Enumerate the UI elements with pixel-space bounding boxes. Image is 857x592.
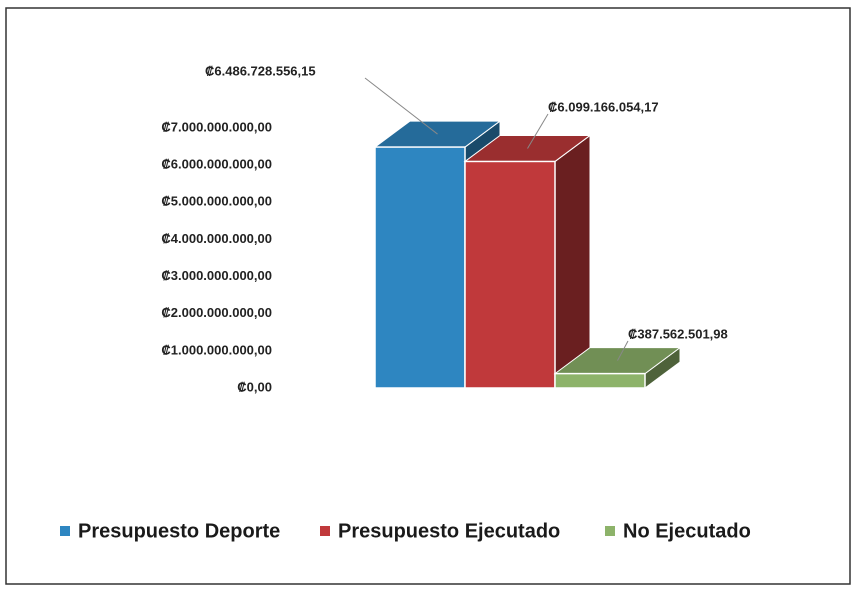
y-tick-label: ₡5.000.000.000,00 bbox=[161, 194, 272, 209]
y-tick-label: ₡2.000.000.000,00 bbox=[161, 305, 272, 320]
legend-label: Presupuesto Deporte bbox=[78, 520, 280, 542]
legend-swatch bbox=[320, 526, 330, 536]
y-tick-label: ₡6.000.000.000,00 bbox=[161, 157, 272, 172]
legend-swatch bbox=[60, 526, 70, 536]
legend-label: Presupuesto Ejecutado bbox=[338, 520, 560, 542]
bar bbox=[554, 372, 646, 389]
bar-side bbox=[554, 134, 591, 389]
y-tick-label: ₡0,00 bbox=[237, 379, 272, 394]
y-tick-label: ₡7.000.000.000,00 bbox=[161, 119, 272, 134]
legend-label: No Ejecutado bbox=[623, 520, 751, 542]
legend-swatch bbox=[605, 526, 615, 536]
leader-line bbox=[364, 77, 438, 135]
leader-line bbox=[617, 340, 629, 361]
y-tick-label: ₡3.000.000.000,00 bbox=[161, 268, 272, 283]
bar bbox=[464, 160, 556, 389]
value-label: ₡6.099.166.054,17 bbox=[548, 99, 659, 114]
leader-line bbox=[527, 113, 549, 149]
bar bbox=[374, 146, 466, 389]
y-tick-label: ₡1.000.000.000,00 bbox=[161, 342, 272, 357]
value-label: ₡6.486.728.556,15 bbox=[205, 63, 316, 78]
value-label: ₡387.562.501,98 bbox=[628, 326, 728, 341]
y-tick-label: ₡4.000.000.000,00 bbox=[161, 231, 272, 246]
